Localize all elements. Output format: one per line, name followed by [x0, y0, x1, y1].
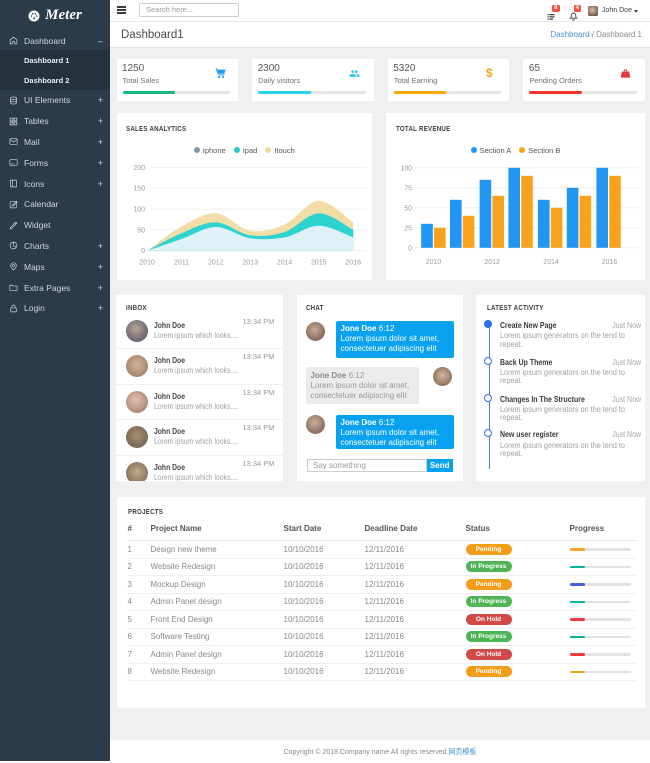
- svg-text:2014: 2014: [276, 260, 292, 267]
- svg-text:75: 75: [404, 185, 412, 192]
- svg-text:2015: 2015: [311, 260, 327, 267]
- svg-text:2010: 2010: [139, 260, 155, 267]
- svg-text:2012: 2012: [484, 259, 500, 266]
- svg-text:2016: 2016: [345, 260, 361, 267]
- svg-text:0: 0: [141, 248, 145, 255]
- svg-text:2014: 2014: [543, 259, 559, 266]
- svg-text:100: 100: [133, 207, 145, 214]
- svg-text:100: 100: [400, 165, 412, 172]
- svg-text:2013: 2013: [242, 260, 258, 267]
- svg-text:2011: 2011: [173, 260, 188, 267]
- svg-text:2016: 2016: [602, 259, 618, 266]
- svg-text:25: 25: [404, 225, 412, 232]
- svg-text:0: 0: [408, 245, 412, 252]
- svg-text:50: 50: [404, 205, 412, 212]
- svg-text:2012: 2012: [208, 260, 224, 267]
- svg-text:2010: 2010: [426, 259, 442, 266]
- svg-text:200: 200: [133, 165, 145, 172]
- svg-text:50: 50: [137, 228, 145, 235]
- svg-text:150: 150: [133, 186, 145, 193]
